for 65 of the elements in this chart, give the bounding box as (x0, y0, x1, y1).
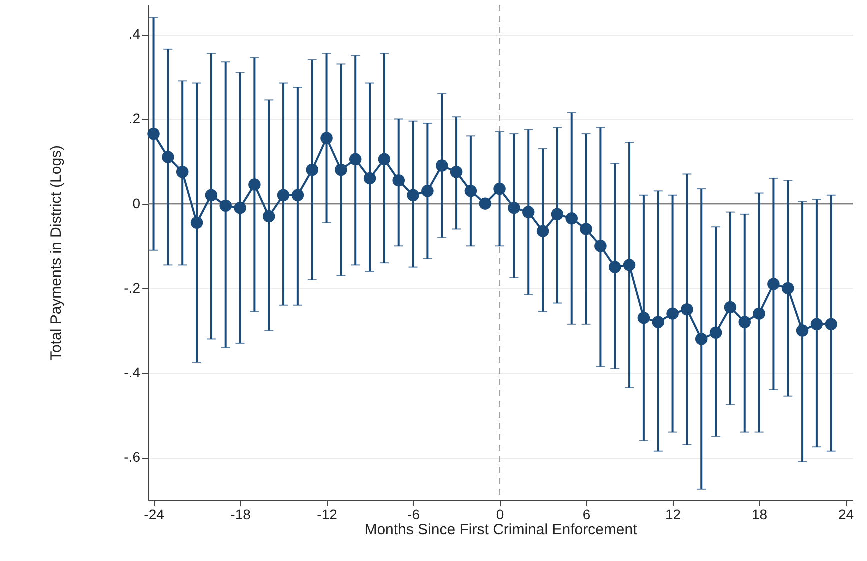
point (392, 174, 405, 187)
point (436, 160, 448, 172)
point (479, 198, 492, 210)
y-tick-label: -.4 (124, 364, 141, 381)
point (205, 189, 218, 202)
y-tick-label: .4 (128, 26, 141, 42)
point (681, 304, 694, 316)
point (262, 210, 276, 223)
point (378, 153, 391, 166)
point (176, 166, 189, 178)
point (623, 259, 636, 272)
point (364, 172, 376, 185)
point (162, 151, 174, 164)
point (277, 189, 290, 202)
x-axis-title: Months Since First Criminal Enforcement (364, 522, 638, 538)
x-tick-label: -12 (317, 506, 338, 522)
point (536, 225, 550, 238)
point (190, 216, 204, 229)
point (320, 132, 333, 144)
x-tick-label: 24 (838, 506, 854, 522)
point (494, 182, 506, 196)
point (407, 189, 420, 202)
point (551, 208, 564, 221)
point (710, 326, 722, 339)
point (580, 223, 592, 236)
point (608, 261, 622, 274)
point (594, 240, 607, 252)
point (782, 282, 794, 295)
point (220, 200, 232, 212)
x-tick-label: -24 (144, 506, 165, 522)
y-tick-label: .2 (128, 110, 141, 127)
point (768, 278, 780, 290)
point (796, 324, 809, 337)
y-tick-label: -.6 (124, 449, 141, 466)
point (638, 312, 650, 324)
x-tick-label: -6 (408, 506, 420, 522)
point (724, 301, 737, 314)
point (450, 166, 463, 178)
x-tick-label: 12 (665, 506, 682, 522)
point (335, 164, 348, 176)
x-tick-label: 18 (752, 506, 768, 522)
point (292, 189, 304, 202)
point (306, 164, 318, 176)
point (234, 202, 246, 214)
point (753, 308, 766, 320)
point (522, 206, 535, 218)
y-tick-label: -.2 (124, 280, 141, 296)
point (508, 202, 520, 214)
point (810, 318, 824, 331)
point (738, 316, 751, 328)
point (349, 153, 362, 166)
point (464, 185, 478, 198)
point (248, 178, 261, 191)
x-tick-label: 6 (582, 506, 591, 522)
y-axis-title: Total Payments in District (Logs) (48, 145, 66, 361)
y-tick-label: 0 (132, 195, 141, 212)
point (566, 212, 578, 225)
point (825, 318, 838, 331)
x-tick-label: 0 (496, 506, 504, 522)
point (422, 185, 434, 198)
point (148, 128, 160, 140)
x-tick-label: -18 (230, 506, 252, 522)
point (666, 308, 679, 320)
point (652, 316, 664, 328)
point (695, 333, 708, 346)
